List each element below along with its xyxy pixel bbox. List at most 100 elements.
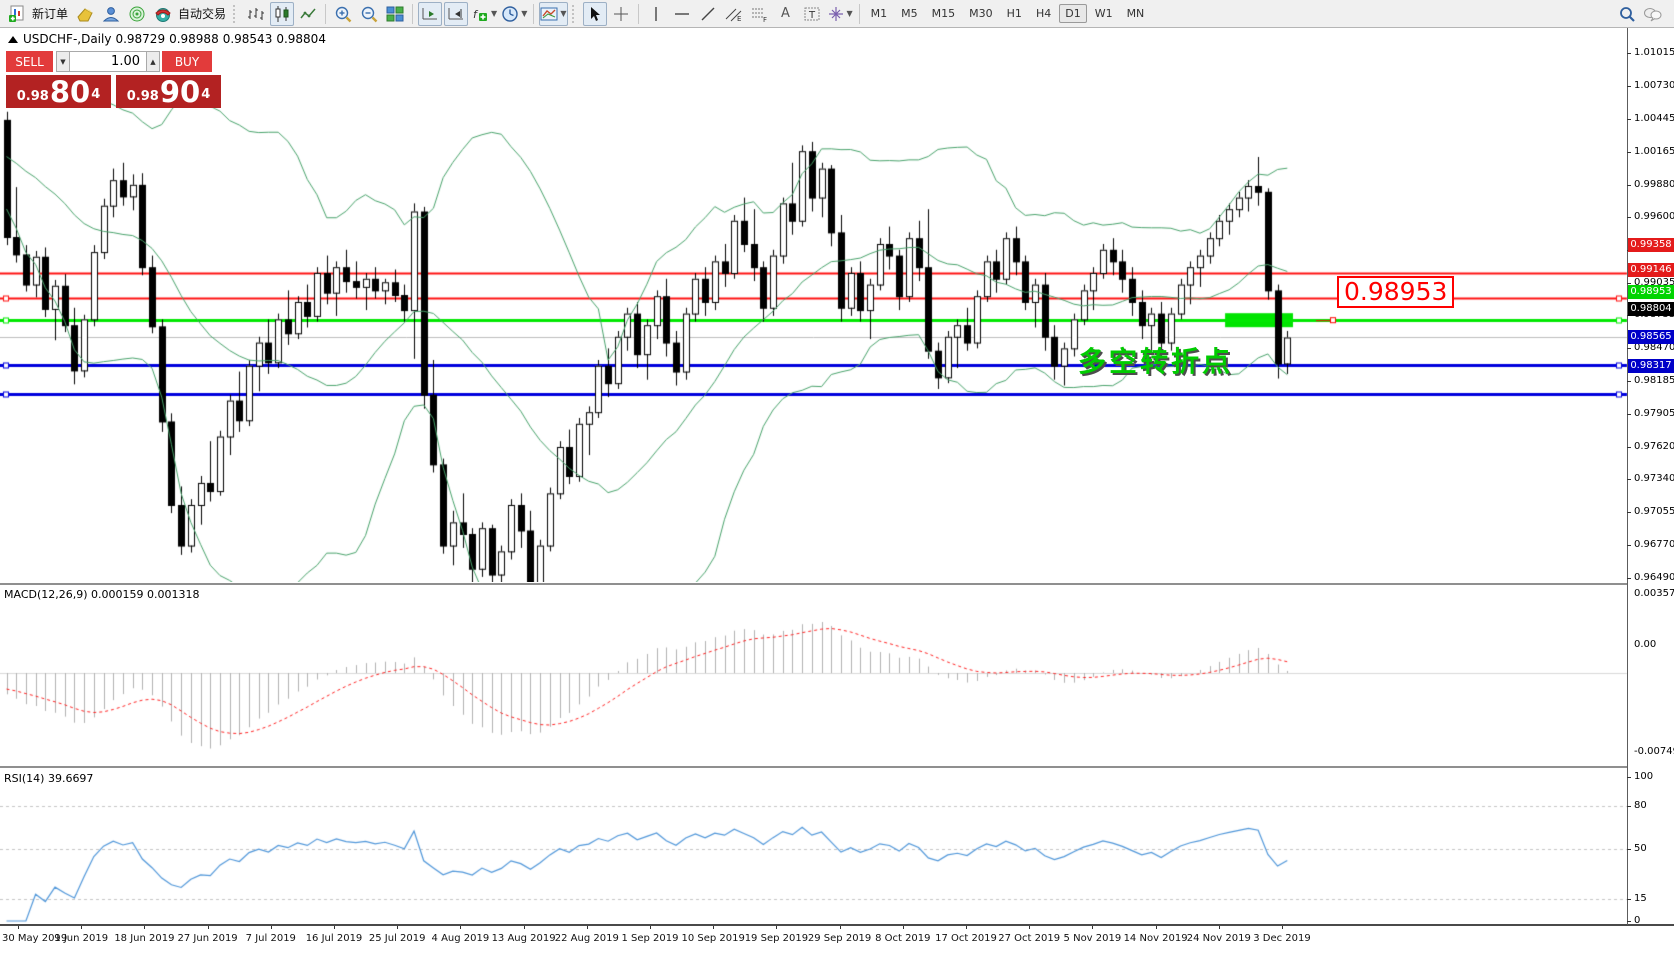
rsi-label: RSI(14) 39.6697 [4,772,94,785]
accounts-button[interactable] [99,2,123,26]
chart-shift-icon [447,5,465,23]
periods-button[interactable]: ▼ [500,2,528,26]
price-axis-tick [1627,413,1631,415]
price-axis-tick [1627,184,1631,186]
search-button[interactable] [1615,2,1639,26]
date-axis-label: 18 Jun 2019 [114,933,175,944]
horizontal-line-tool-button[interactable] [670,2,694,26]
candlestick-chart-button[interactable] [270,1,295,26]
indicators-button[interactable]: f ▼ [470,2,498,26]
sell-price-big: 80 [49,75,91,109]
timeframe-button-M1[interactable]: M1 [870,7,888,20]
auto-trading-button[interactable] [151,2,175,26]
zoom-in-icon [334,5,352,23]
price-level-badge: 0.98317 [1628,358,1674,373]
chinese-annotation[interactable]: 多空转折点 [1078,345,1234,378]
date-axis-label: 17 Oct 2019 [935,933,997,944]
toolbar-separator [637,3,639,24]
date-axis-tick [1029,926,1031,929]
date-axis-tick [586,926,588,929]
tile-windows-button[interactable] [383,2,407,26]
macd-rsi-separator[interactable] [0,766,1628,768]
text-tool-button[interactable]: A [781,6,790,21]
bar-chart-button[interactable] [244,2,268,26]
volume-input[interactable] [70,51,146,72]
price-callout-label[interactable]: 0.98953 [1337,276,1455,308]
price-axis-tick [1627,577,1631,579]
clock-icon [501,5,519,23]
date-axis-tick [334,926,335,929]
new-order-label[interactable]: 新订单 [32,7,69,21]
crosshair-tool-button[interactable] [609,2,633,26]
buy-price-small: 0.98 [126,89,159,104]
vertical-line-tool-button[interactable] [644,2,668,26]
new-order-button[interactable] [5,2,29,26]
auto-trading-icon [154,5,172,23]
date-axis-tick [1218,926,1220,929]
date-axis-tick [713,926,715,929]
cursor-icon [586,5,604,23]
timeframe-button-H1[interactable]: H1 [1006,7,1022,20]
macd-axis-label: 0.00 [1634,639,1657,650]
channel-tool-button[interactable]: E [722,2,746,26]
trendline-tool-button[interactable] [696,2,720,26]
text-label-tool-button[interactable]: T [800,2,824,26]
timeframe-button-M5[interactable]: M5 [901,7,918,20]
user-icon [102,5,120,23]
toolbar-separator [412,3,414,24]
timeframe-button-MN[interactable]: MN [1126,7,1145,20]
buy-price-tile[interactable]: 0.98 90 4 [116,75,221,108]
svg-text:E: E [737,15,741,23]
zoom-out-button[interactable] [357,2,381,26]
search-icon [1618,5,1636,23]
date-axis-label: 27 Jun 2019 [177,933,238,944]
cursor-tool-button[interactable] [582,1,607,26]
line-chart-button[interactable] [296,2,320,26]
volume-increase-button[interactable]: ▲ [146,51,160,72]
rsi-axis-label: 50 [1634,843,1647,854]
volume-decrease-button[interactable]: ▼ [56,51,70,72]
buy-button[interactable]: BUY [162,51,212,72]
timeframe-button-H4[interactable]: H4 [1035,7,1052,20]
auto-trading-label[interactable]: 自动交易 [178,7,227,21]
collapse-triangle-icon[interactable] [8,36,18,43]
templates-button[interactable]: ▼ [539,1,568,26]
arrows-tool-button[interactable]: ▼ [826,2,854,26]
rsi-panel-canvas[interactable] [0,768,1628,924]
date-axis-label: 4 Aug 2019 [431,933,490,944]
periods-dropdown-arrow: ▼ [521,9,528,18]
auto-scroll-button[interactable] [418,1,443,26]
timeframe-button-M15[interactable]: M15 [931,7,956,20]
timeframe-button-M30[interactable]: M30 [969,7,993,20]
vertical-line-icon [649,5,663,23]
community-chat-button[interactable] [1641,2,1665,26]
date-axis-tick [207,926,209,929]
date-axis-label: 13 Aug 2019 [491,933,556,944]
sell-price-tile[interactable]: 0.98 80 4 [6,75,111,108]
fibonacci-tool-button[interactable]: F [748,2,772,26]
price-axis-tick-label: 0.99600 [1634,211,1674,223]
timeframe-button-D1[interactable]: D1 [1059,4,1087,23]
macd-panel-canvas[interactable] [0,584,1628,766]
rsi-axis-tick [1627,899,1631,901]
buy-price-big: 90 [159,75,201,109]
history-center-button[interactable] [73,2,97,26]
sell-button[interactable]: SELL [6,51,53,72]
main-macd-separator[interactable] [0,582,1628,585]
price-axis-tick-label: 1.01015 [1634,47,1674,58]
arrows-dropdown-arrow: ▼ [846,9,853,18]
chart-shift-button[interactable] [444,1,469,26]
price-level-badge: 0.99358 [1628,238,1674,253]
market-watch-button[interactable] [125,2,149,26]
timeframe-button-W1[interactable]: W1 [1094,7,1113,20]
templates-icon [540,5,558,23]
price-axis-tick [1627,446,1631,448]
main-chart-canvas[interactable] [0,56,1628,582]
svg-text:f: f [473,8,479,21]
indicators-icon: f [471,5,489,23]
zoom-in-button[interactable] [331,2,355,26]
price-level-badge: 0.99146 [1628,262,1674,277]
price-axis-tick [1627,86,1631,88]
price-axis-border [1627,28,1628,925]
